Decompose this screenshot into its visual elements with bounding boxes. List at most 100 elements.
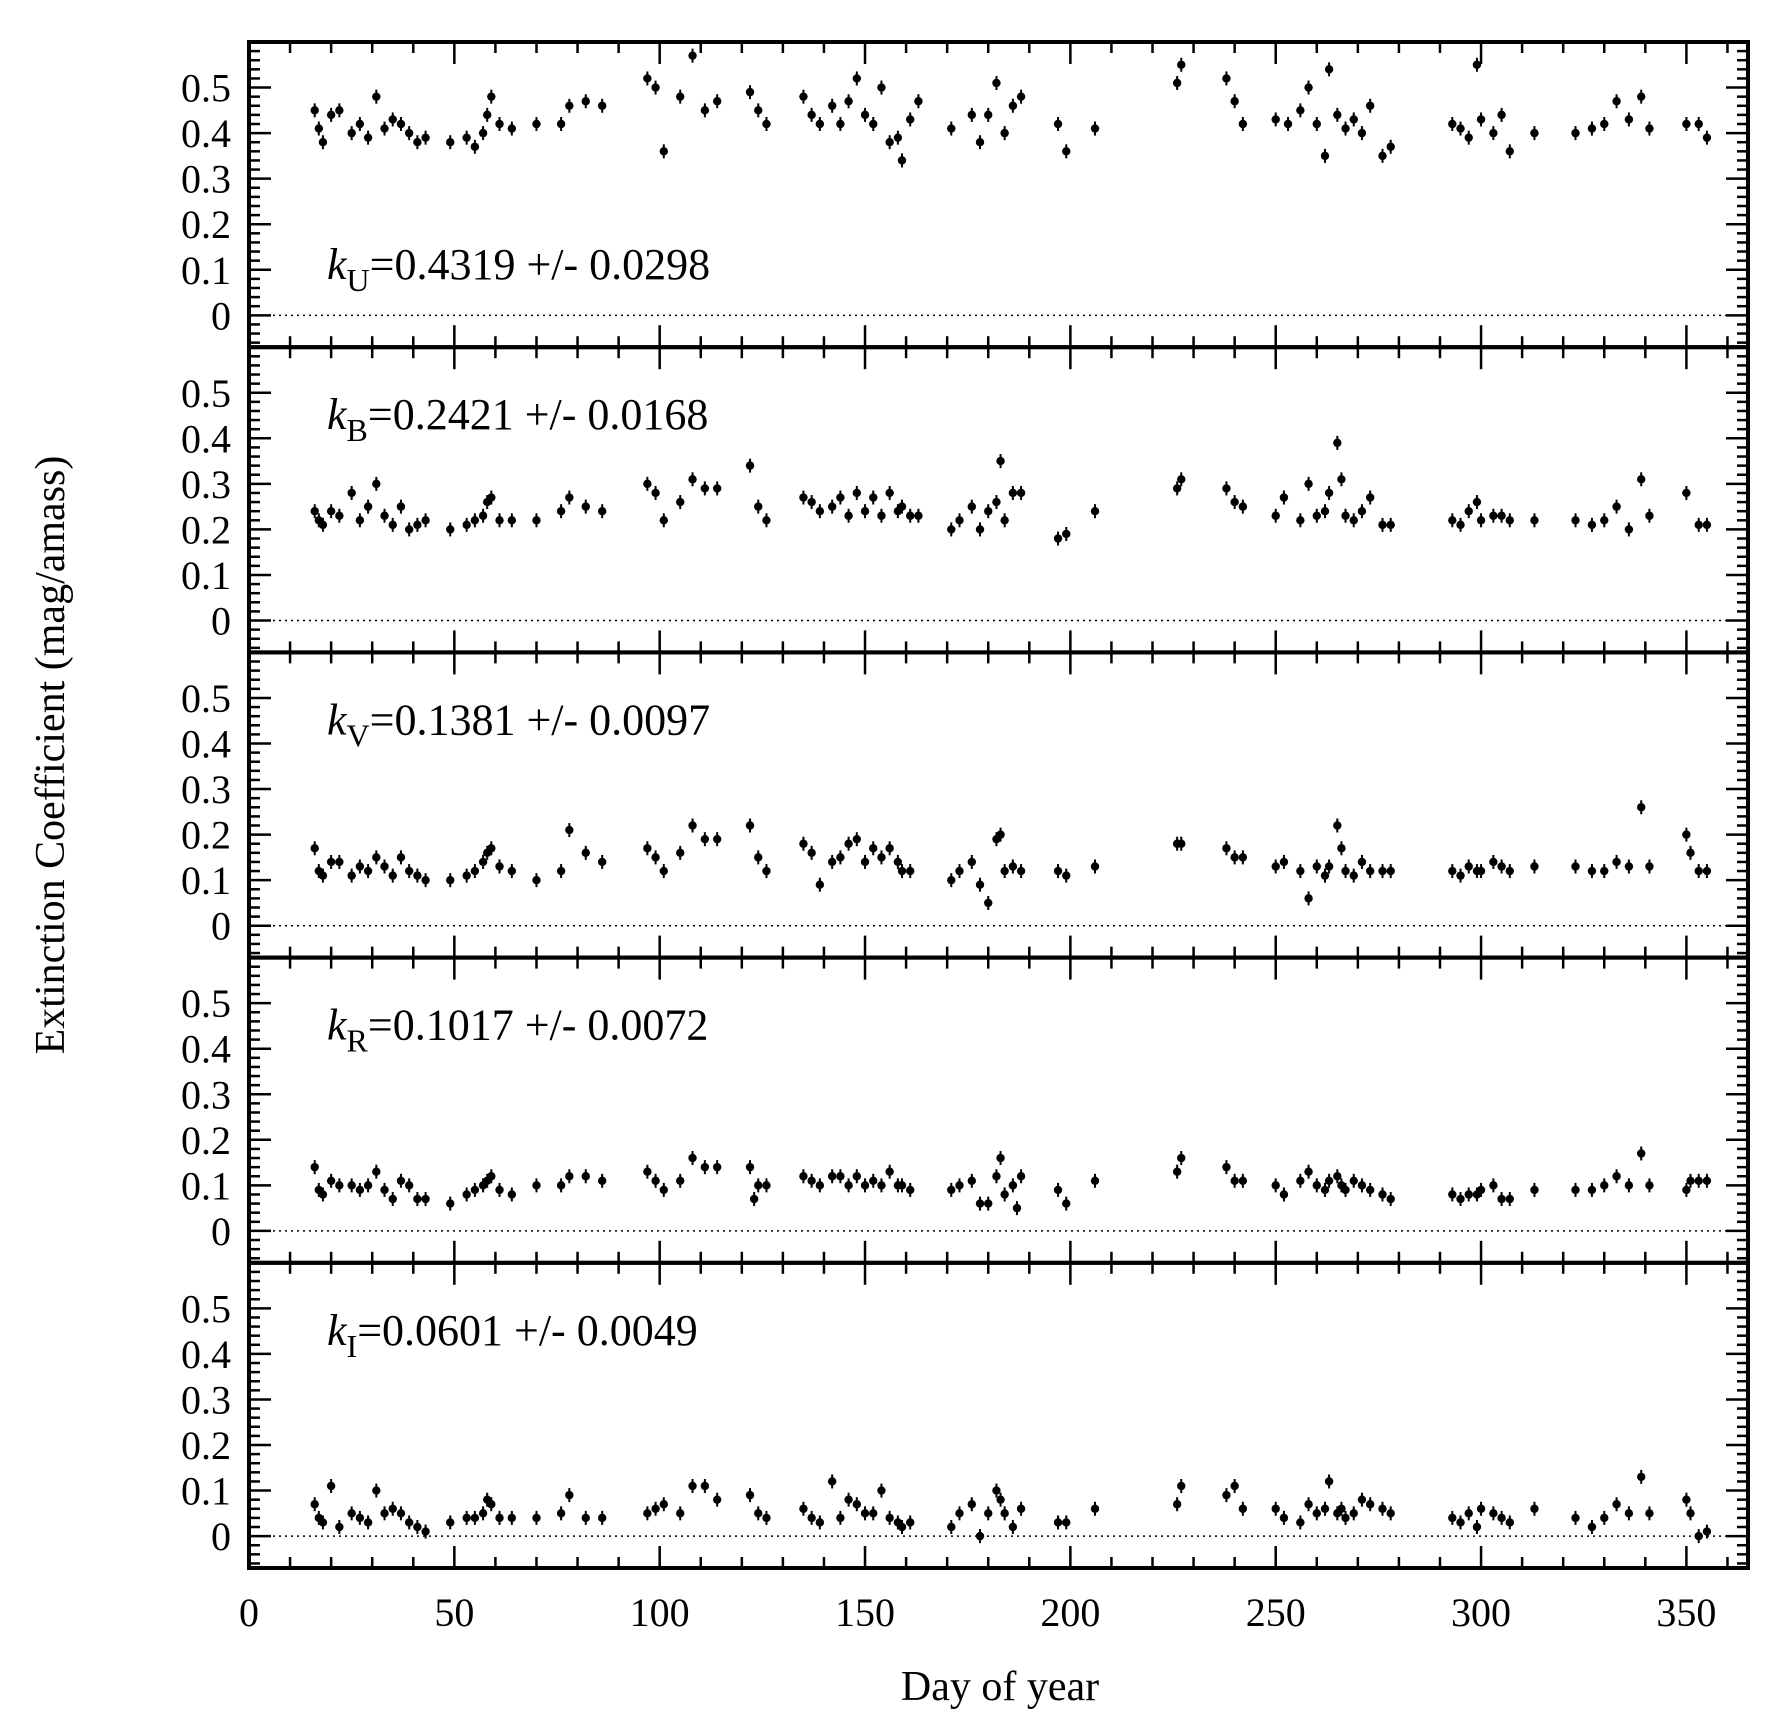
data-point: [310, 1500, 319, 1509]
data-point: [1341, 124, 1350, 133]
x-tick-label: 300: [1451, 1590, 1511, 1635]
data-point: [1476, 1185, 1486, 1195]
panel-U: 00.10.20.30.40.5 kU=0.4319 +/- 0.0298: [181, 40, 1750, 350]
data-point: [507, 1190, 517, 1199]
data-point: [1230, 1481, 1239, 1491]
data-point: [532, 875, 541, 885]
label-value: =0.1017 +/- 0.0072: [368, 1001, 709, 1050]
data-point: [659, 1500, 668, 1509]
y-tick-label: 0: [211, 904, 231, 949]
data-point: [955, 866, 964, 876]
data-point: [1612, 857, 1621, 867]
data-point: [1324, 1176, 1334, 1186]
data-point: [482, 110, 492, 120]
panel-frame: [247, 40, 1750, 350]
data-point: [836, 853, 845, 862]
data-point: [1637, 475, 1646, 484]
y-tick-label: 0.5: [181, 371, 231, 416]
data-point: [1341, 866, 1350, 876]
data-point: [749, 1194, 759, 1204]
data-point: [1357, 128, 1367, 138]
data-point: [885, 1167, 894, 1176]
x-tick-label: 50: [434, 1590, 474, 1635]
data-point: [1448, 516, 1457, 525]
data-point: [992, 78, 1001, 88]
data-point: [1008, 488, 1018, 498]
data-point: [754, 853, 763, 862]
data-point: [992, 1172, 1001, 1181]
data-point: [421, 875, 430, 885]
data-point: [597, 101, 607, 110]
data-point: [1571, 1513, 1580, 1523]
data-point: [413, 1522, 422, 1532]
data-point: [1702, 1176, 1712, 1186]
data-point: [470, 142, 480, 151]
data-point: [470, 866, 480, 876]
data-point: [643, 74, 652, 83]
data-point: [1386, 866, 1395, 876]
data-point: [1386, 1509, 1395, 1518]
data-point: [1172, 1167, 1182, 1176]
data-point: [1177, 839, 1186, 848]
data-point: [852, 1172, 862, 1181]
data-point: [1365, 101, 1375, 110]
data-point: [1637, 1149, 1646, 1158]
data-point: [1612, 1172, 1621, 1181]
data-point: [1349, 871, 1358, 880]
y-tick-label: 0.2: [181, 1118, 231, 1163]
data-point: [906, 511, 915, 520]
y-tick-label: 0: [211, 1209, 231, 1254]
data-point: [347, 1181, 356, 1190]
data-point: [906, 1518, 915, 1527]
data-point: [462, 1190, 471, 1199]
data-point: [712, 97, 722, 106]
data-point: [860, 1509, 870, 1518]
data-point: [807, 1176, 816, 1186]
data-point: [815, 506, 825, 516]
data-point: [897, 866, 907, 876]
data-point: [1320, 151, 1330, 161]
data-point: [712, 484, 722, 493]
data-point: [388, 520, 397, 530]
data-point: [1357, 1495, 1367, 1504]
data-point: [380, 862, 389, 871]
data-point: [1497, 862, 1506, 871]
data-point: [688, 475, 697, 484]
data-point: [1312, 1181, 1321, 1190]
data-point: [1378, 520, 1387, 530]
data-point: [1612, 502, 1621, 511]
data-point: [1378, 151, 1387, 161]
data-point: [1645, 124, 1654, 133]
data-point: [897, 156, 907, 165]
data-point: [844, 1181, 853, 1190]
data-point: [996, 1153, 1005, 1163]
data-point: [1624, 1509, 1634, 1518]
data-point: [745, 821, 755, 830]
data-point: [1283, 119, 1293, 129]
data-point: [1333, 438, 1342, 448]
data-point: [1472, 60, 1482, 69]
data-point: [844, 1495, 853, 1504]
data-point: [478, 857, 488, 867]
data-point: [1456, 520, 1465, 530]
data-point: [1304, 83, 1313, 92]
data-point: [363, 1181, 373, 1190]
data-point: [688, 51, 697, 60]
data-point: [688, 821, 697, 830]
data-point: [1279, 1190, 1289, 1199]
data-point: [1505, 1518, 1515, 1527]
y-tick-label: 0.1: [181, 1469, 231, 1514]
data-point: [643, 1509, 652, 1518]
x-axis: 0 50 100 150 200 250 300 350: [239, 1590, 1716, 1635]
coefficient-label: kI=0.0601 +/- 0.0049: [327, 1306, 698, 1364]
data-point: [372, 479, 381, 489]
data-point: [462, 1513, 471, 1523]
label-k: k: [327, 1001, 348, 1050]
data-point: [688, 1153, 697, 1163]
data-point: [1456, 124, 1465, 133]
data-point: [413, 871, 422, 880]
data-point: [1016, 866, 1026, 876]
data-point: [885, 844, 894, 853]
data-point: [487, 92, 496, 101]
